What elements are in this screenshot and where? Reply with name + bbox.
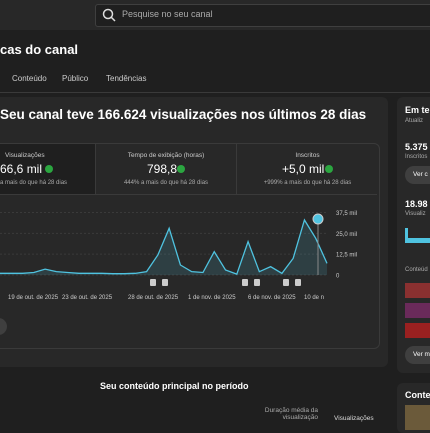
column-header: Visualizações	[334, 415, 374, 422]
x-tick-label: 6 de nov. de 2025	[248, 295, 296, 301]
x-tick-label: 28 de out. de 2025	[128, 295, 179, 301]
area	[0, 220, 327, 275]
line	[0, 218, 328, 276]
column-header: Duração média da visualização	[264, 407, 318, 421]
video-marker	[162, 279, 168, 286]
search-box[interactable]	[95, 4, 430, 27]
content-label: Conteúd	[405, 267, 428, 273]
divider	[0, 92, 430, 93]
tab[interactable]: Público	[62, 74, 89, 83]
metric-note: +999% a mais do que há 28 dias	[263, 180, 352, 186]
video-marker	[254, 279, 260, 286]
side-title: Em te	[405, 105, 430, 115]
subs-label: Inscritos	[405, 154, 428, 160]
page-title: cas do canal	[0, 42, 79, 57]
metric-value: 798,8	[147, 162, 178, 176]
x-tick-label: 10 de n	[304, 295, 324, 301]
metric-note: a mais do que há 28 dias	[0, 180, 68, 186]
thumbnail[interactable]	[405, 405, 430, 430]
metric-note: 444% a mais do que há 28 dias	[123, 180, 209, 186]
mini-bar	[408, 238, 430, 243]
y-tick-label: 37,5 mil	[336, 211, 357, 217]
views-value: 18.98	[405, 199, 428, 209]
button[interactable]	[405, 166, 430, 184]
button[interactable]	[405, 346, 430, 364]
video-marker	[242, 279, 248, 286]
section-title: Seu conteúdo principal no período	[100, 381, 249, 391]
side-updated: Atualiz	[405, 118, 424, 124]
video-marker	[150, 279, 156, 286]
x-tick-label: 1 de nov. de 2025	[188, 295, 236, 301]
divider	[236, 144, 237, 194]
thumbnail[interactable]	[405, 303, 430, 318]
x-tick-label: 19 de out. de 2025	[8, 295, 59, 301]
tab[interactable]: Conteúdo	[12, 74, 47, 83]
up-icon	[45, 165, 53, 173]
up-icon	[325, 165, 333, 173]
y-tick-label: 12,5 mil	[336, 253, 357, 259]
video-marker	[283, 279, 289, 286]
views-label: Visualiz	[405, 211, 426, 217]
divider	[0, 194, 377, 195]
metric-label: Visualizações	[5, 152, 45, 159]
toggle-button[interactable]	[0, 318, 7, 335]
line-chart: 0 12,5 mil 25,0 mil 37,5 mil 19 de out. de 2…	[0, 211, 357, 301]
metric-label: Inscritos	[295, 152, 320, 159]
thumbnail[interactable]	[405, 283, 430, 298]
headline: Seu canal teve 166.624 visualizações nos…	[0, 107, 367, 122]
divider	[95, 144, 96, 194]
video-marker	[295, 279, 301, 286]
button-text[interactable]: Ver m	[413, 351, 430, 358]
search-icon	[102, 8, 116, 22]
y-tick-label: 0	[336, 274, 340, 280]
metric-value: +5,0 mil	[282, 162, 325, 176]
up-icon	[177, 165, 185, 173]
subs-value: 5.375	[405, 142, 428, 152]
metric-value: 66,6 mil	[0, 162, 43, 176]
side-title: Conte	[405, 390, 430, 400]
search-placeholder: Pesquise no seu canal	[122, 9, 213, 19]
y-tick-label: 25,0 mil	[336, 232, 357, 238]
hover-icon	[312, 213, 324, 225]
tab[interactable]: Tendências	[106, 74, 147, 83]
thumbnail[interactable]	[405, 323, 430, 338]
button-text[interactable]: Ver c	[413, 171, 428, 178]
mini-bar	[405, 228, 408, 243]
x-tick-label: 23 de out. de 2025	[62, 295, 113, 301]
metric-label: Tempo de exibição (horas)	[127, 152, 205, 159]
